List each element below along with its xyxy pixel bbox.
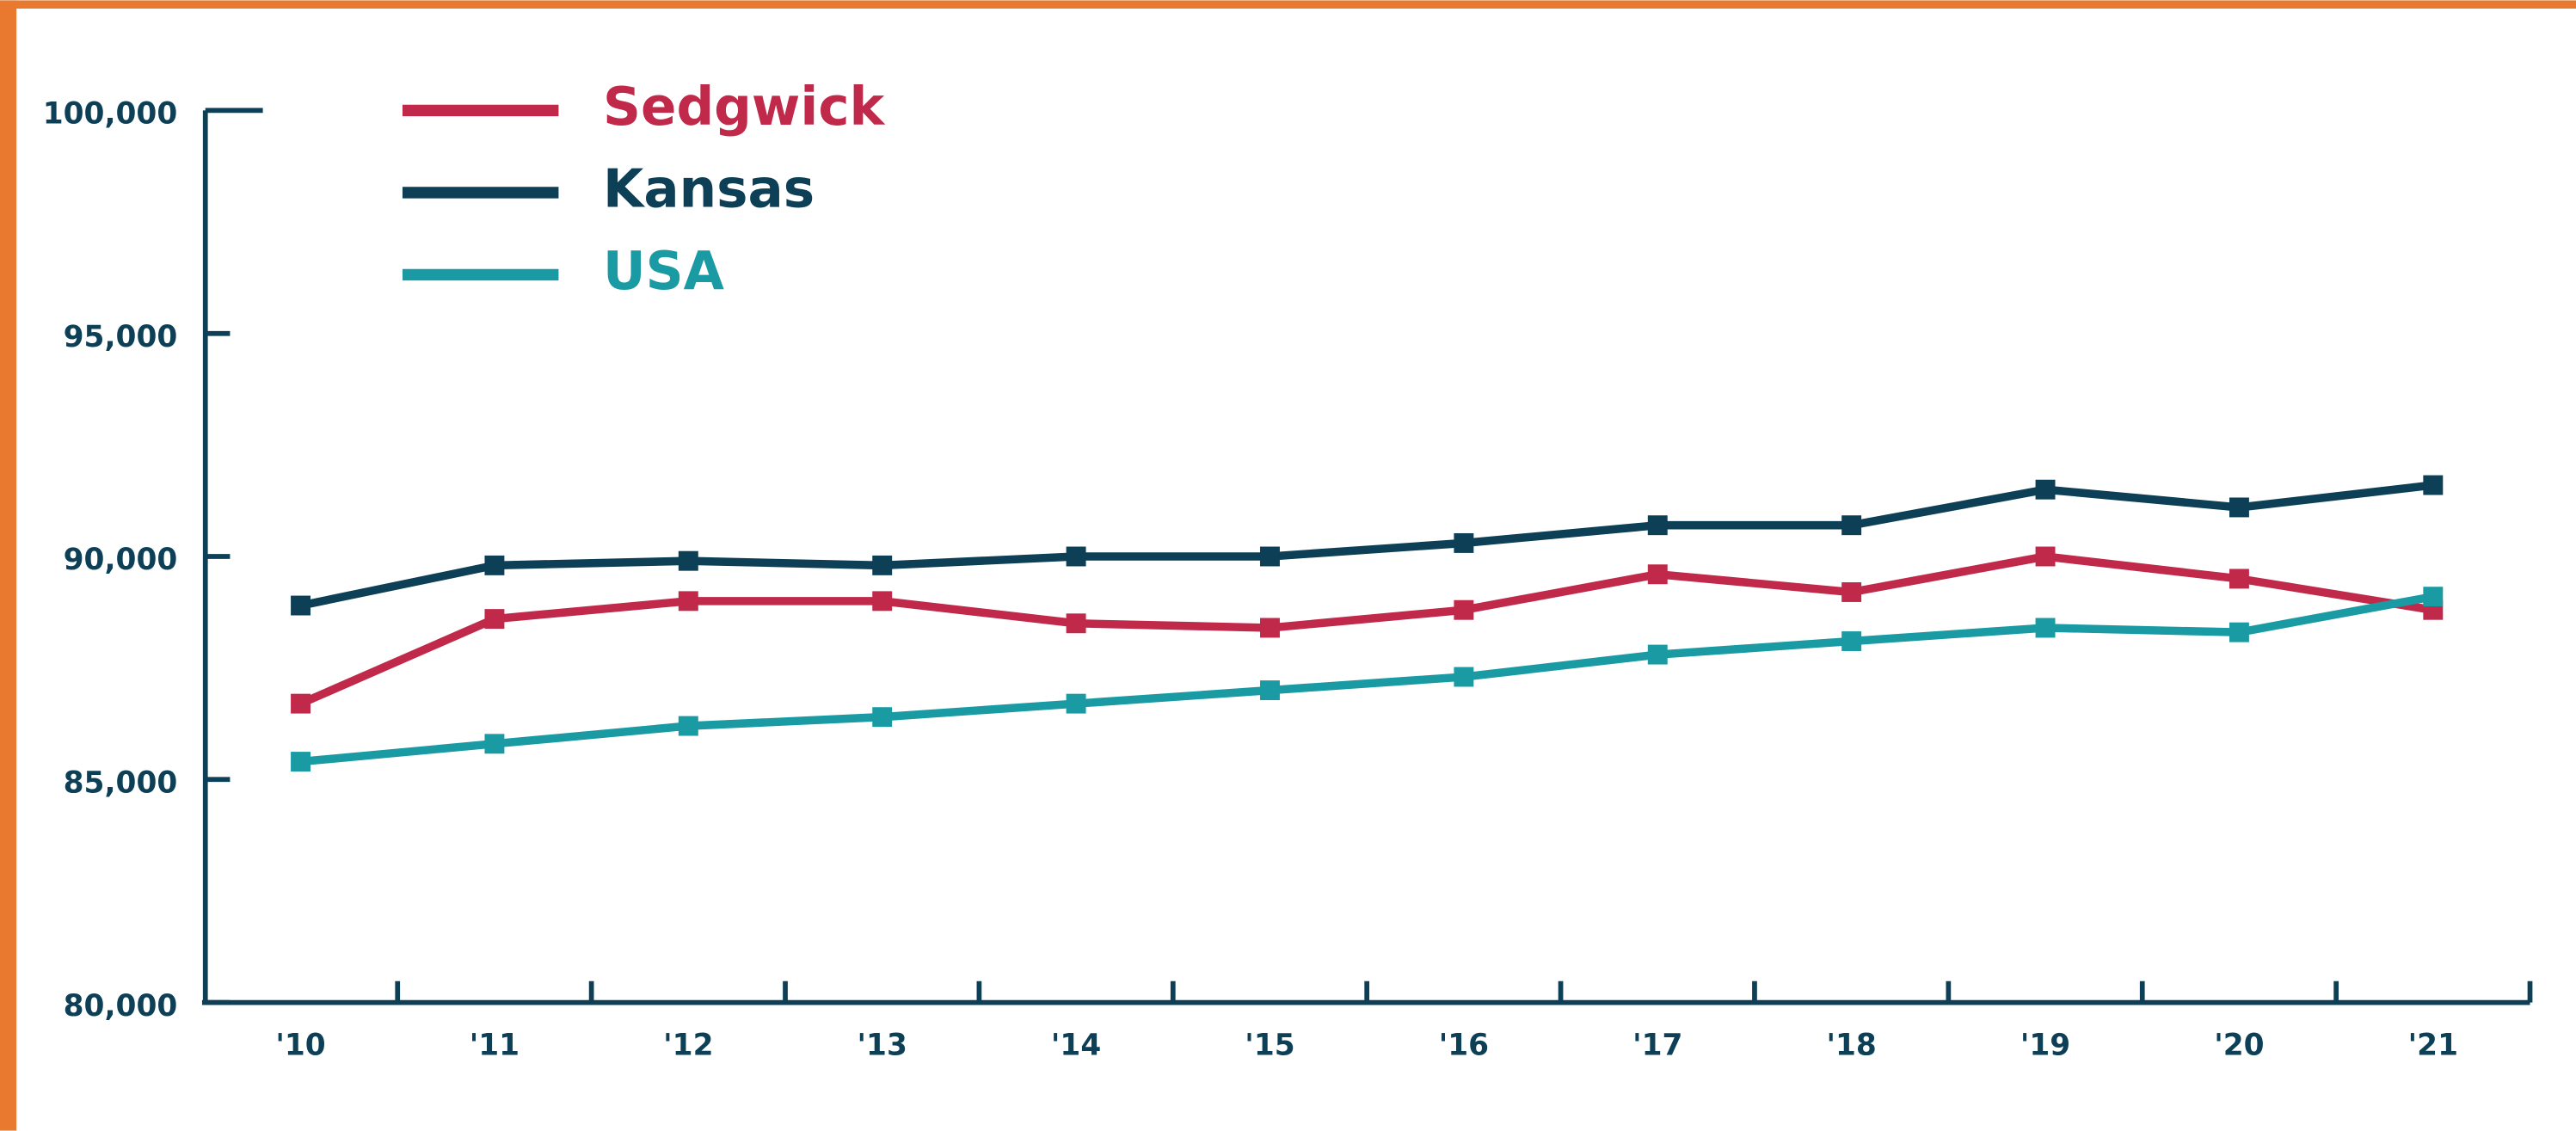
point [291,693,311,714]
point [291,752,311,772]
point [1260,546,1280,567]
point [2035,618,2056,638]
point [1841,582,1862,602]
point [2035,546,2056,567]
point [1841,515,1862,536]
point [1647,564,1668,585]
point [1260,680,1280,701]
legend-label: Sedgwick [603,77,886,138]
point [484,555,505,575]
y-tick-label: 95,000 [64,320,178,354]
x-tick-label: '16 [1439,1029,1489,1063]
point [2229,622,2249,642]
point [2229,497,2249,518]
top-border [0,0,2576,9]
x-tick-label: '10 [275,1029,325,1063]
point [291,595,311,616]
point [484,609,505,630]
point [2423,587,2444,607]
x-tick-label: '11 [470,1029,520,1063]
y-tick-label: 85,000 [64,766,178,801]
point [1454,599,1474,620]
x-tick-label: '20 [2214,1029,2264,1063]
x-tick-label: '14 [1051,1029,1101,1063]
x-tick-label: '19 [2020,1029,2070,1063]
point [1454,532,1474,553]
point [1066,546,1086,567]
x-tick-label: '18 [1826,1029,1876,1063]
series-line [299,481,2434,610]
x-tick-label: '13 [858,1029,907,1063]
point [872,555,893,575]
series-line [300,592,2434,766]
point [1260,618,1280,638]
y-tick-label: 90,000 [64,543,178,577]
point [872,591,893,612]
series-line [298,552,2434,708]
point [2423,475,2444,495]
y-tick-label: 80,000 [64,989,178,1023]
point [678,550,698,571]
point [2229,569,2249,589]
point [484,734,505,754]
point [1841,631,1862,651]
x-tick-label: '17 [1632,1029,1682,1063]
legend-label: Kansas [603,159,815,220]
point [1454,667,1474,687]
point [678,591,698,612]
left-border [0,0,17,1131]
x-tick-label: '12 [663,1029,713,1063]
x-tick-label: '15 [1245,1029,1294,1063]
legend-label: USA [603,241,724,302]
point [1066,613,1086,634]
point [1647,644,1668,665]
x-tick-label: '21 [2408,1029,2458,1063]
point [1066,693,1086,714]
y-tick-label: 100,000 [43,97,178,132]
point [2035,479,2056,500]
point [1647,515,1668,536]
point [678,716,698,736]
point [872,707,893,728]
